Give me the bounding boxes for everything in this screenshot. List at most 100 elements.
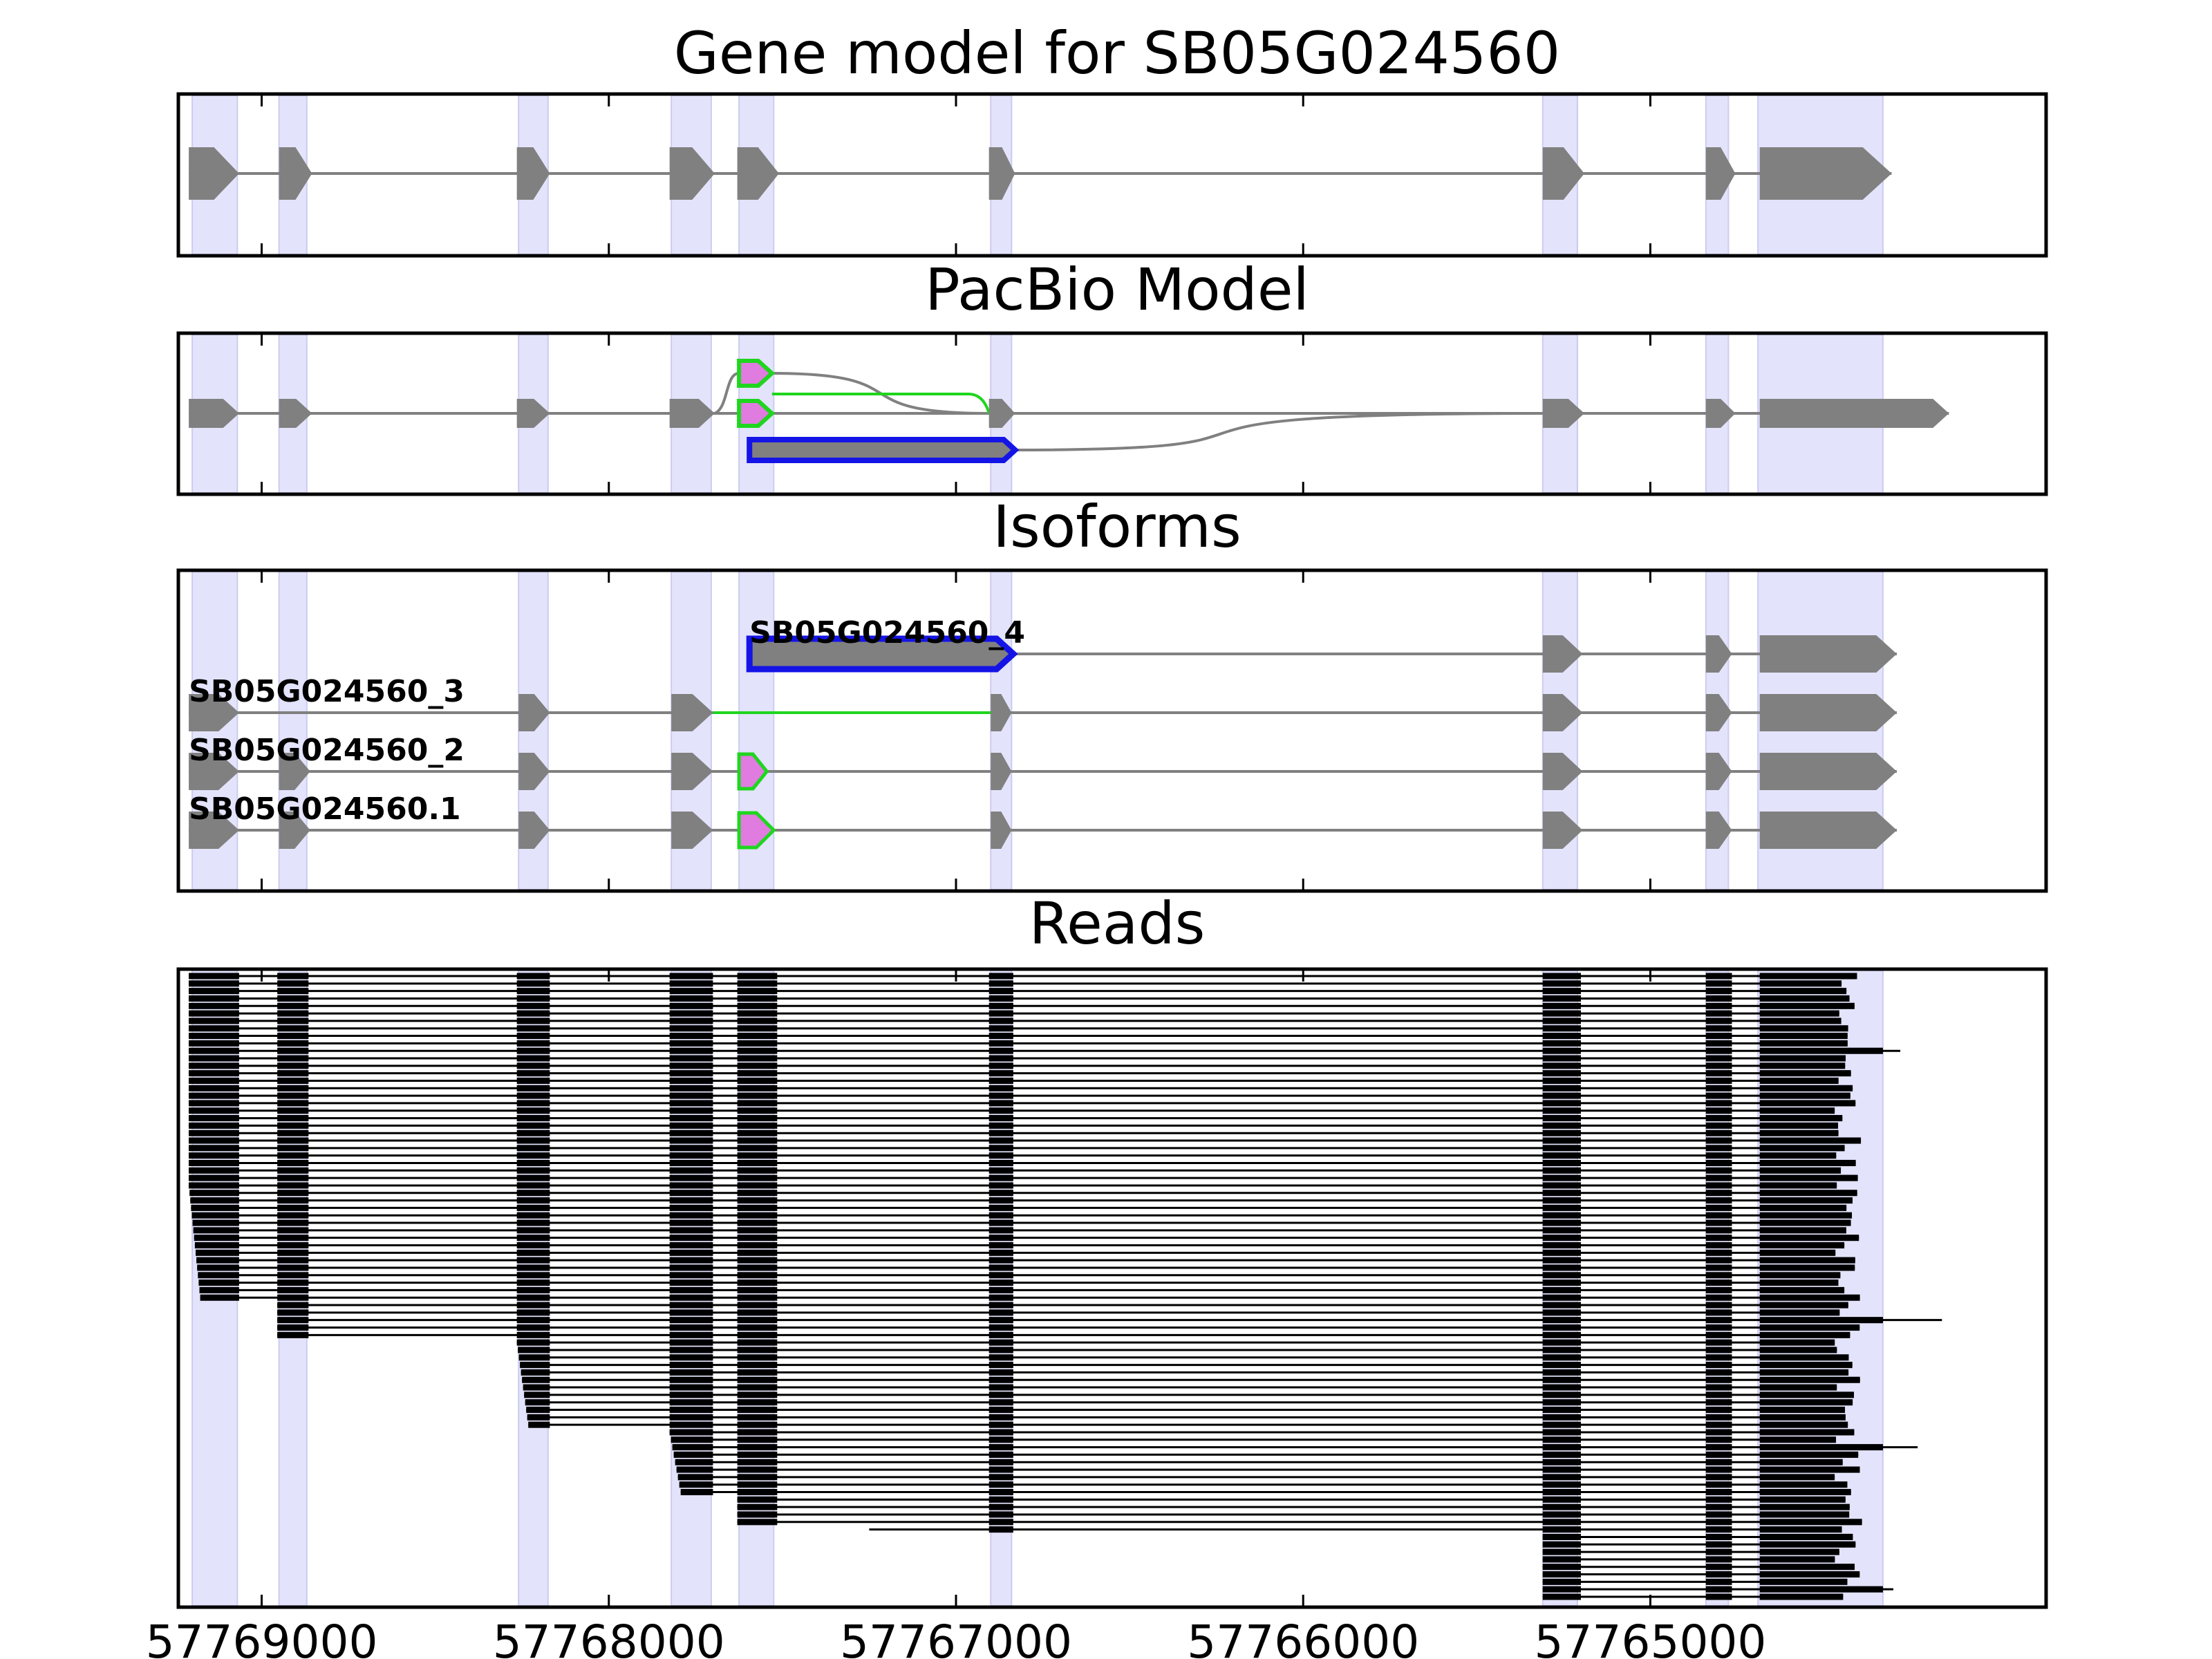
- read-80-block-7: [1705, 1571, 1732, 1578]
- read-34-block-5: [988, 1227, 1013, 1234]
- read-12-block-3: [669, 1062, 713, 1069]
- read-55: [523, 1384, 1837, 1391]
- read-5-block-6: [1542, 1010, 1582, 1017]
- read-14-block-4: [737, 1077, 778, 1085]
- read-62-block-8: [1759, 1436, 1837, 1443]
- read-28-block-3: [669, 1182, 713, 1189]
- read-38-block-1: [277, 1257, 309, 1264]
- read-12: [189, 1062, 1846, 1069]
- read-26-block-1: [277, 1167, 309, 1174]
- read-40-block-5: [988, 1272, 1013, 1279]
- read-14-block-1: [277, 1077, 309, 1085]
- pacbio-exon-3: [669, 399, 715, 428]
- read-11-block-8: [1759, 1055, 1846, 1062]
- read-3-block-8: [1759, 995, 1850, 1002]
- isoform-1-exon-2: [671, 694, 713, 731]
- read-40-block-1: [277, 1272, 309, 1279]
- read-32-block-0: [191, 1212, 239, 1219]
- read-26: [189, 1167, 1841, 1174]
- x-axis: 57769000 57768000 57767000 57766000 57765000: [146, 1615, 1767, 1659]
- read-49-block-8: [1759, 1339, 1835, 1346]
- read-33-block-4: [737, 1219, 778, 1226]
- read-31-block-3: [669, 1204, 713, 1211]
- read-29-block-0: [189, 1190, 239, 1197]
- read-71-block-7: [1705, 1503, 1732, 1510]
- read-31-block-7: [1705, 1204, 1732, 1211]
- read-50-block-6: [1542, 1347, 1582, 1353]
- read-27-block-5: [988, 1174, 1013, 1181]
- gene-exon-1: [279, 147, 312, 200]
- read-7-block-3: [669, 1025, 713, 1032]
- read-60-block-8: [1759, 1421, 1848, 1428]
- read-31-block-5: [988, 1204, 1013, 1211]
- isoform-track-0: SB05G024560_4: [746, 615, 1897, 673]
- read-9-block-6: [1542, 1040, 1582, 1047]
- read-34: [193, 1227, 1846, 1234]
- read-26-block-5: [988, 1167, 1013, 1174]
- isoform-label-2: SB05G024560_2: [189, 733, 465, 768]
- read-2-block-0: [189, 988, 239, 995]
- read-48-block-1: [277, 1331, 309, 1338]
- read-83-block-8: [1759, 1593, 1844, 1600]
- read-28-block-6: [1542, 1182, 1582, 1189]
- read-63-block-4: [737, 1444, 778, 1451]
- read-30-block-0: [190, 1197, 239, 1204]
- read-33: [192, 1219, 1851, 1226]
- read-45-block-7: [1705, 1309, 1732, 1316]
- read-53: [521, 1369, 1849, 1376]
- read-44-block-8: [1759, 1302, 1848, 1309]
- read-50-block-8: [1759, 1347, 1837, 1353]
- read-47-block-8: [1759, 1324, 1860, 1331]
- read-10-block-1: [277, 1047, 309, 1054]
- read-74-block-6: [1542, 1526, 1582, 1533]
- read-13-block-7: [1705, 1070, 1732, 1077]
- read-52-block-3: [669, 1362, 713, 1369]
- read-16-block-5: [988, 1092, 1013, 1099]
- read-18-block-8: [1759, 1107, 1835, 1114]
- read-46-block-4: [737, 1317, 778, 1324]
- read-47-block-7: [1705, 1324, 1732, 1331]
- read-24: [189, 1152, 1837, 1159]
- read-24-block-3: [669, 1152, 713, 1159]
- read-4-block-4: [737, 1002, 778, 1009]
- read-4-block-7: [1705, 1002, 1732, 1009]
- read-77-block-7: [1705, 1548, 1732, 1555]
- read-3-block-5: [988, 995, 1013, 1002]
- read-49-block-5: [988, 1339, 1013, 1346]
- read-82-block-8: [1759, 1586, 1883, 1593]
- read-51-block-2: [518, 1354, 550, 1361]
- read-59-block-6: [1542, 1414, 1582, 1421]
- read-35: [194, 1235, 1859, 1241]
- read-27-block-0: [189, 1174, 239, 1181]
- read-10-block-8: [1759, 1047, 1883, 1054]
- read-28-block-5: [988, 1182, 1013, 1189]
- read-1-block-3: [669, 980, 713, 987]
- read-13-block-1: [277, 1070, 309, 1077]
- read-17-block-8: [1759, 1100, 1856, 1107]
- read-34-block-4: [737, 1227, 778, 1234]
- read-17-block-7: [1705, 1100, 1732, 1107]
- read-7-block-6: [1542, 1025, 1582, 1032]
- read-22-block-2: [516, 1137, 550, 1144]
- read-8-block-3: [669, 1033, 713, 1040]
- read-37-block-4: [737, 1249, 778, 1256]
- read-72-block-5: [988, 1511, 1013, 1518]
- iso-frame: [176, 568, 2048, 893]
- read-2-block-5: [988, 988, 1013, 995]
- read-47-block-1: [277, 1324, 309, 1331]
- read-44-block-2: [516, 1302, 550, 1309]
- read-32-block-1: [277, 1212, 309, 1219]
- read-19-block-2: [516, 1115, 550, 1122]
- read-29-block-6: [1542, 1190, 1582, 1197]
- read-37: [196, 1249, 1836, 1256]
- read-67-block-4: [737, 1474, 778, 1481]
- read-38-block-6: [1542, 1257, 1582, 1264]
- read-54-block-2: [522, 1376, 550, 1383]
- read-49-block-3: [669, 1339, 713, 1346]
- read-63-block-5: [988, 1444, 1013, 1451]
- gene-model-panel: [176, 92, 2048, 258]
- read-53-block-2: [521, 1369, 550, 1376]
- read-24-block-7: [1705, 1152, 1732, 1159]
- read-35-block-8: [1759, 1235, 1859, 1241]
- read-12-block-6: [1542, 1062, 1582, 1069]
